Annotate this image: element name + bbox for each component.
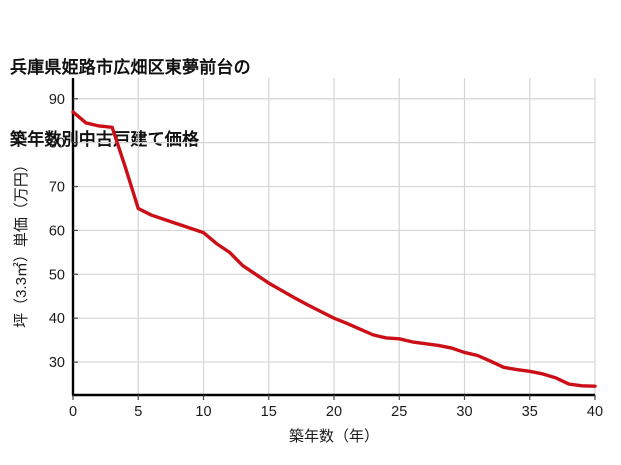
x-tick-label: 20	[326, 404, 342, 420]
price-line	[71, 110, 597, 388]
x-tick-label: 5	[134, 404, 142, 420]
grid-lines	[73, 78, 596, 395]
chart-title: 兵庫県姫路市広畑区東夢前台の 築年数別中古戸建て価格	[10, 8, 610, 200]
y-tick-label: 80	[49, 136, 65, 152]
x-tick-label: 40	[587, 404, 603, 420]
y-tick-label: 90	[49, 92, 65, 108]
y-tick-label: 50	[49, 267, 65, 283]
y-tick-label: 40	[49, 311, 65, 327]
x-tick-label: 25	[391, 404, 407, 420]
x-axis-title: 築年数（年）	[289, 427, 379, 445]
y-tick-label: 60	[49, 223, 65, 239]
y-tick-label: 70	[49, 180, 65, 196]
price-series-line	[71, 110, 597, 388]
axis-ticks: 30 40 50 60 70 80 90 0 5 10 15 20 25 30 35 40	[49, 92, 603, 420]
chart-title-line-1: 兵庫県姫路市広畑区東夢前台の	[10, 58, 251, 77]
y-tick-label: 30	[49, 355, 65, 371]
x-tick-label: 0	[69, 404, 77, 420]
x-tick-label: 15	[261, 404, 277, 420]
x-tick-label: 35	[522, 404, 538, 420]
x-tick-label: 30	[456, 404, 472, 420]
y-axis-title: 坪（3.3㎡）単価（万円）	[13, 157, 30, 328]
x-tick-label: 10	[195, 404, 211, 420]
chart-title-line-2: 築年数別中古戸建て価格	[10, 130, 200, 149]
axis-titles: 築年数（年） 坪（3.3㎡）単価（万円）	[13, 157, 379, 445]
